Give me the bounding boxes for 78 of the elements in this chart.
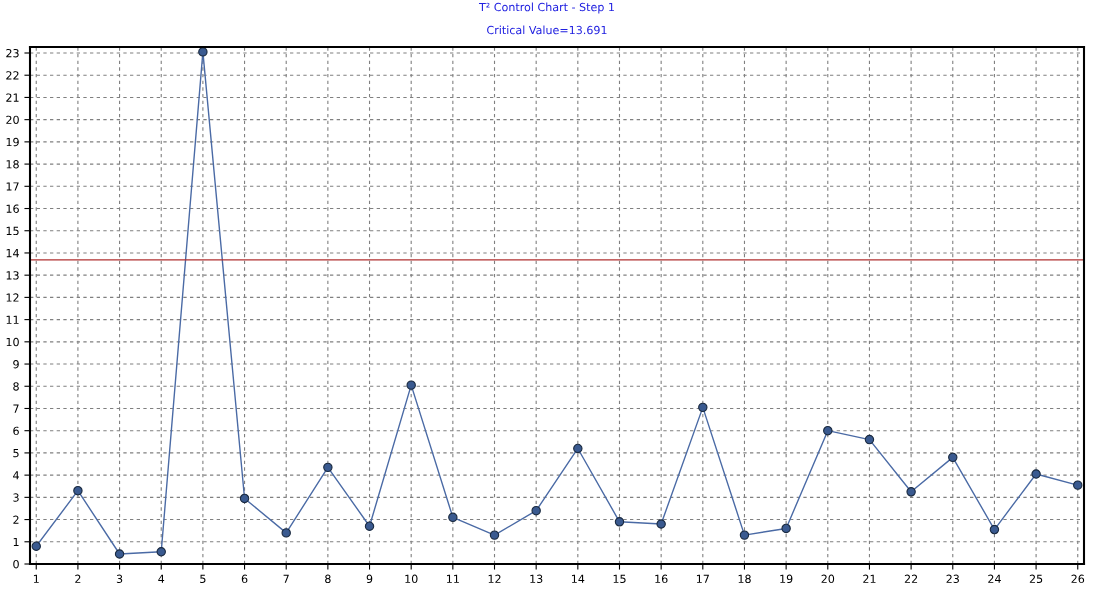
y-tick-label: 10 [6, 337, 19, 347]
y-tick-label: 23 [6, 48, 19, 58]
x-tick-label: 3 [116, 574, 123, 584]
x-tick-label: 9 [366, 574, 373, 584]
point [406, 380, 416, 390]
y-tick-label: 7 [13, 404, 19, 413]
y-tick-label: 13 [6, 271, 19, 280]
point [989, 524, 1000, 535]
point [364, 521, 375, 531]
x-tick-label: 10 [405, 574, 418, 584]
chart-title: T² Control Chart - Step 1 [478, 2, 614, 14]
y-tick-label: 12 [6, 293, 19, 302]
y-tick-label: 1 [13, 537, 19, 546]
y-tick-label: 19 [6, 137, 19, 147]
y-tick-label: 5 [13, 449, 19, 458]
point [948, 452, 958, 463]
x-tick-label: 23 [946, 574, 959, 584]
point [323, 462, 333, 473]
y-tick-label: 15 [6, 226, 19, 236]
y-tick-label: 21 [6, 93, 19, 102]
x-tick-label: 26 [1071, 574, 1085, 584]
x-tick-label: 19 [780, 574, 793, 584]
y-tick-label: 6 [13, 426, 19, 436]
x-tick-label: 20 [821, 574, 835, 584]
y-tick-label: 17 [6, 182, 19, 191]
x-tick-label: 13 [530, 574, 543, 584]
point [614, 517, 625, 527]
y-tick-label: 3 [13, 493, 19, 502]
point [281, 528, 291, 538]
point [906, 487, 916, 497]
point [114, 549, 125, 559]
y-tick-label: 4 [13, 471, 19, 480]
point [489, 530, 500, 540]
x-tick-label: 8 [325, 574, 331, 584]
y-tick-label: 8 [13, 382, 19, 391]
point [739, 530, 750, 540]
point [198, 47, 208, 57]
x-tick-label: 21 [863, 574, 876, 583]
point [1031, 469, 1041, 479]
y-tick-label: 22 [6, 71, 19, 80]
chart-subtitle: Critical Value=13.691 [487, 25, 607, 35]
point [781, 523, 791, 534]
point [656, 519, 666, 529]
x-tick-label: 18 [738, 574, 751, 584]
y-tick-label: 20 [6, 115, 19, 125]
x-tick-label: 2 [75, 574, 81, 583]
point [573, 443, 583, 454]
x-tick-label: 6 [241, 574, 248, 584]
point [156, 547, 166, 557]
x-tick-label: 17 [696, 574, 709, 583]
x-tick-label: 12 [488, 574, 501, 583]
x-tick-label: 24 [988, 574, 1001, 583]
x-tick-label: 4 [158, 574, 165, 583]
x-tick-label: 11 [447, 574, 459, 583]
point [698, 402, 708, 413]
y-tick-label: 9 [13, 360, 19, 369]
y-tick-label: 18 [6, 160, 19, 169]
point [31, 541, 41, 551]
y-tick-label: 16 [6, 204, 19, 213]
x-tick-label: 5 [200, 574, 206, 584]
x-tick-label: 16 [655, 574, 668, 584]
x-tick-label: 14 [571, 574, 585, 583]
point [239, 493, 250, 504]
y-tick-label: 2 [13, 515, 19, 524]
x-tick-label: 25 [1029, 574, 1043, 584]
point [823, 425, 833, 436]
point [1073, 480, 1083, 490]
y-tick-label: 11 [6, 315, 19, 324]
point [73, 485, 83, 496]
x-tick-label: 15 [613, 574, 626, 584]
point [864, 434, 875, 445]
x-tick-label: 22 [904, 574, 918, 583]
y-tick-label: 14 [6, 249, 19, 258]
y-tick-label: 0 [13, 559, 19, 569]
point [531, 505, 541, 516]
x-tick-label: 1 [33, 574, 39, 583]
point [448, 512, 458, 523]
x-tick-label: 7 [283, 574, 289, 583]
